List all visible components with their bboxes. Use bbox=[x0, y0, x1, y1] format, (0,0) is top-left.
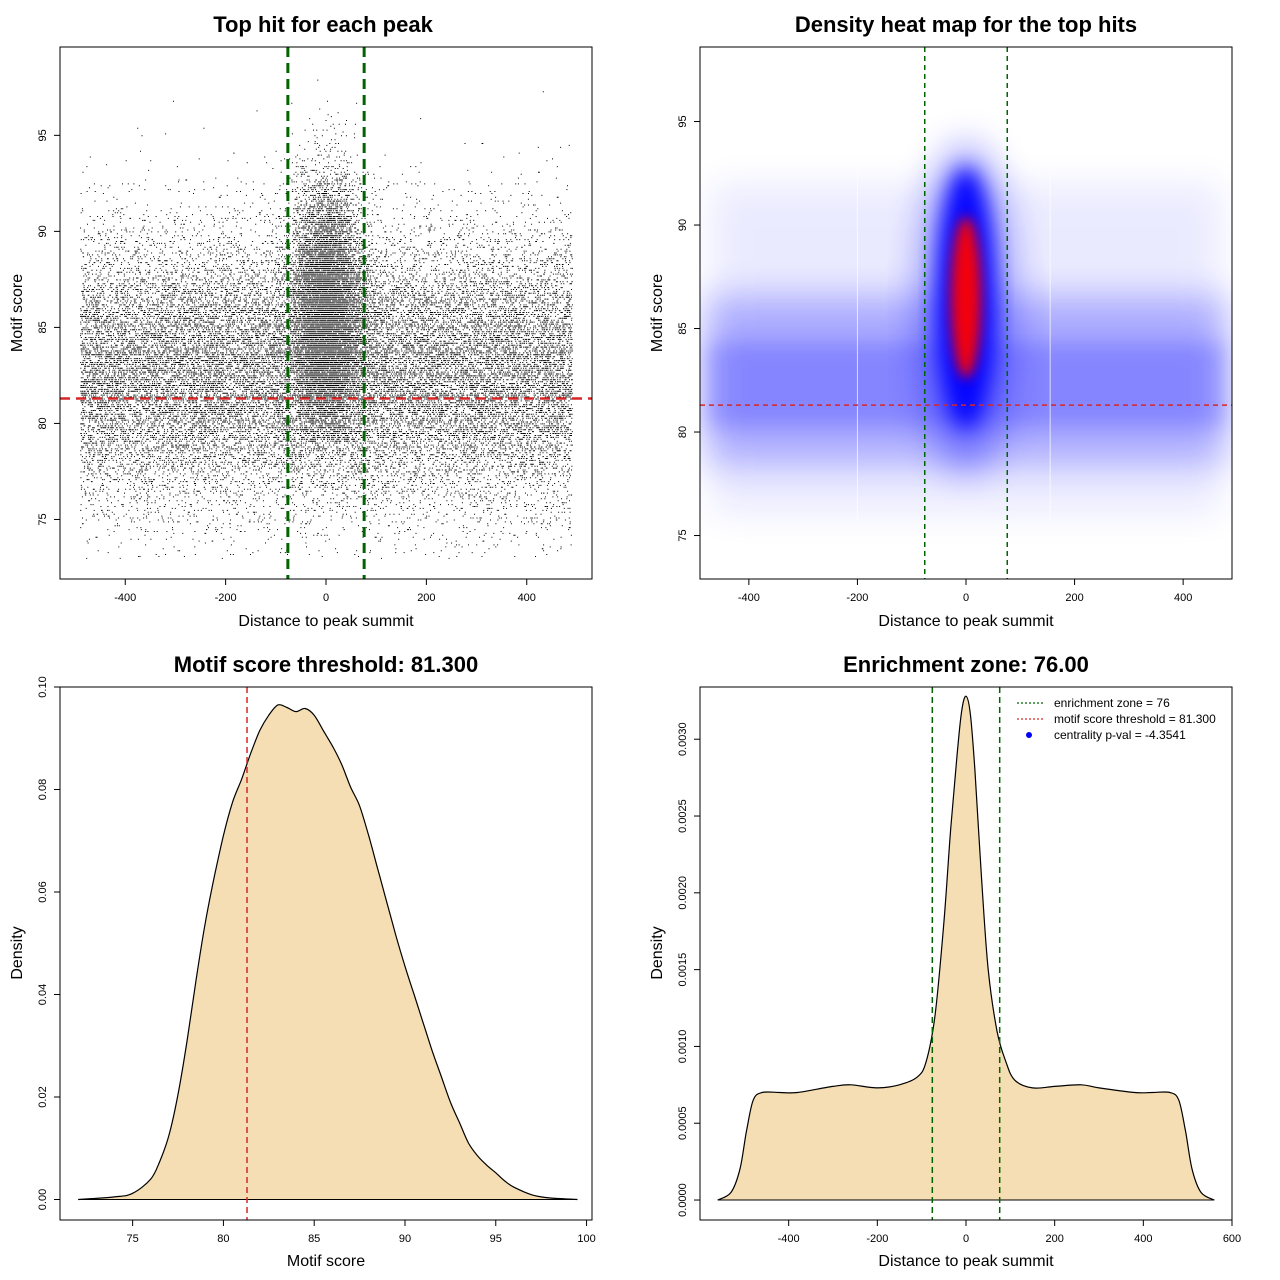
distance-density-x-tick-label: 600 bbox=[1223, 1233, 1241, 1245]
score-density-x-tick-label: 100 bbox=[577, 1233, 595, 1245]
score-density-y-tick-label: 0.00 bbox=[37, 1189, 49, 1210]
scatter-y-tick-label: 80 bbox=[37, 417, 49, 429]
score-density-y-tick-label: 0.10 bbox=[37, 676, 49, 697]
heatmap-y-tick-label: 95 bbox=[677, 115, 689, 127]
score-density-x-label: Motif score bbox=[287, 1253, 365, 1270]
heatmap-y-tick-label: 75 bbox=[677, 529, 689, 541]
heatmap-y-axis: 75 80 85 90 95 bbox=[677, 115, 701, 542]
heatmap-title: Density heat map for the top hits bbox=[795, 12, 1137, 37]
heatmap-x-tick-label: -400 bbox=[738, 592, 760, 604]
score-density-y-tick-label: 0.06 bbox=[37, 881, 49, 902]
score-density-area bbox=[78, 704, 578, 1200]
scatter-x-label: Distance to peak summit bbox=[238, 613, 414, 630]
score-density-y-tick-label: 0.02 bbox=[37, 1086, 49, 1107]
heatmap-peak bbox=[950, 216, 982, 379]
distance-density-y-tick-label: 0.0005 bbox=[677, 1106, 689, 1140]
score-density-y-axis: 0.00 0.02 0.04 0.06 0.08 0.10 bbox=[37, 676, 61, 1210]
heatmap-x-tick-label: -200 bbox=[846, 592, 868, 604]
scatter-refs bbox=[60, 47, 592, 579]
distance-density-plot bbox=[717, 687, 1215, 1220]
scatter-x-tick-label: -200 bbox=[215, 592, 237, 604]
distance-density-y-axis: 0.0000 0.0005 0.0010 0.0015 0.0020 0.0025 0.00… bbox=[677, 722, 701, 1217]
heatmap-y-label: Motif score bbox=[649, 274, 666, 352]
scatter-panel: -400 -200 0 200 400 75 80 85 90 95 Top hit for e… bbox=[9, 12, 593, 630]
heatmap-refs bbox=[700, 47, 1232, 579]
distance-density-y-tick-label: 0.0030 bbox=[677, 722, 689, 756]
distance-density-y-label: Density bbox=[649, 926, 666, 979]
score-density-x-tick-label: 85 bbox=[308, 1233, 320, 1245]
distance-density-x-tick-label: -200 bbox=[866, 1233, 888, 1245]
heatmap-x-axis: -400 -200 0 200 400 bbox=[738, 578, 1192, 604]
scatter-x-tick-label: 0 bbox=[323, 592, 329, 604]
scatter-title: Top hit for each peak bbox=[213, 12, 433, 37]
distance-density-x-tick-label: 200 bbox=[1045, 1233, 1063, 1245]
heatmap-x-tick-label: 0 bbox=[963, 592, 969, 604]
distance-density-panel: -400 -200 0 200 400 600 0.00000.00050.00100.0… bbox=[649, 652, 1241, 1270]
heatmap-x-tick-label: 400 bbox=[1174, 592, 1192, 604]
distance-density-x-tick-label: 400 bbox=[1134, 1233, 1152, 1245]
heatmap-x-tick-label: 200 bbox=[1065, 592, 1083, 604]
score-density-x-tick-label: 90 bbox=[399, 1233, 411, 1245]
score-density-x-tick-label: 80 bbox=[217, 1233, 229, 1245]
scatter-y-label: Motif score bbox=[9, 274, 26, 352]
distance-density-legend: enrichment zone = 76 motif score threshol… bbox=[1017, 696, 1216, 742]
scatter-x-axis: -400 -200 0 200 400 bbox=[114, 578, 536, 604]
scatter-x-tick-label: 200 bbox=[417, 592, 435, 604]
score-density-panel: 75 80 85 90 95 100 0.00 0.02 0.04 0.06 0.08 0.10 M… bbox=[9, 652, 596, 1270]
scatter-points bbox=[80, 79, 573, 559]
heatmap-x-label: Distance to peak summit bbox=[878, 613, 1054, 630]
distance-density-x-tick-label: -400 bbox=[778, 1233, 800, 1245]
score-density-curve bbox=[78, 704, 578, 1201]
heatmap-field bbox=[700, 47, 1232, 579]
scatter-y-tick-label: 90 bbox=[37, 225, 49, 237]
scatter-point-cloud bbox=[80, 79, 573, 559]
distance-density-area bbox=[717, 696, 1215, 1201]
distance-density-title: Enrichment zone: 76.00 bbox=[843, 652, 1089, 677]
distance-density-curve bbox=[717, 695, 1215, 1201]
score-density-x-axis: 75 80 85 90 95 100 bbox=[127, 1219, 596, 1245]
distance-density-y-tick-label: 0.0000 bbox=[677, 1183, 689, 1217]
heatmap-y-tick-label: 85 bbox=[677, 322, 689, 334]
distance-density-x-tick-label: 0 bbox=[963, 1233, 969, 1245]
scatter-y-axis: 75 80 85 90 95 bbox=[37, 129, 61, 526]
scatter-y-tick-label: 85 bbox=[37, 321, 49, 333]
scatter-x-tick-label: 400 bbox=[518, 592, 536, 604]
legend-point-swatch bbox=[1026, 732, 1032, 738]
heatmap-y-tick-label: 90 bbox=[677, 219, 689, 231]
legend-entry-label: centrality p-val = -4.3541 bbox=[1054, 728, 1186, 742]
score-density-title: Motif score threshold: 81.300 bbox=[174, 652, 478, 677]
legend-entry-label: enrichment zone = 76 bbox=[1054, 696, 1170, 710]
heatmap-y-tick-label: 80 bbox=[677, 426, 689, 438]
scatter-y-tick-label: 75 bbox=[37, 513, 49, 525]
score-density-y-label: Density bbox=[9, 926, 26, 979]
distance-density-y-tick-label: 0.0010 bbox=[677, 1030, 689, 1064]
scatter-y-tick-label: 95 bbox=[37, 129, 49, 141]
score-density-x-tick-label: 95 bbox=[490, 1233, 502, 1245]
distance-density-x-axis: -400 -200 0 200 400 600 bbox=[778, 1219, 1241, 1245]
heatmap-panel: -400 -200 0 200 400 75 80 85 90 95 Density heat … bbox=[649, 12, 1233, 630]
distance-density-x-label: Distance to peak summit bbox=[878, 1253, 1054, 1270]
distance-density-y-tick-label: 0.0020 bbox=[677, 876, 689, 910]
score-density-y-tick-label: 0.08 bbox=[37, 779, 49, 800]
score-density-plot bbox=[78, 687, 578, 1220]
distance-density-y-tick-label: 0.0025 bbox=[677, 799, 689, 833]
distance-density-y-tick-label: 0.0015 bbox=[677, 953, 689, 987]
scatter-x-tick-label: -400 bbox=[114, 592, 136, 604]
legend-entry-label: motif score threshold = 81.300 bbox=[1054, 712, 1216, 726]
score-density-x-tick-label: 75 bbox=[127, 1233, 139, 1245]
score-density-y-tick-label: 0.04 bbox=[37, 984, 49, 1005]
